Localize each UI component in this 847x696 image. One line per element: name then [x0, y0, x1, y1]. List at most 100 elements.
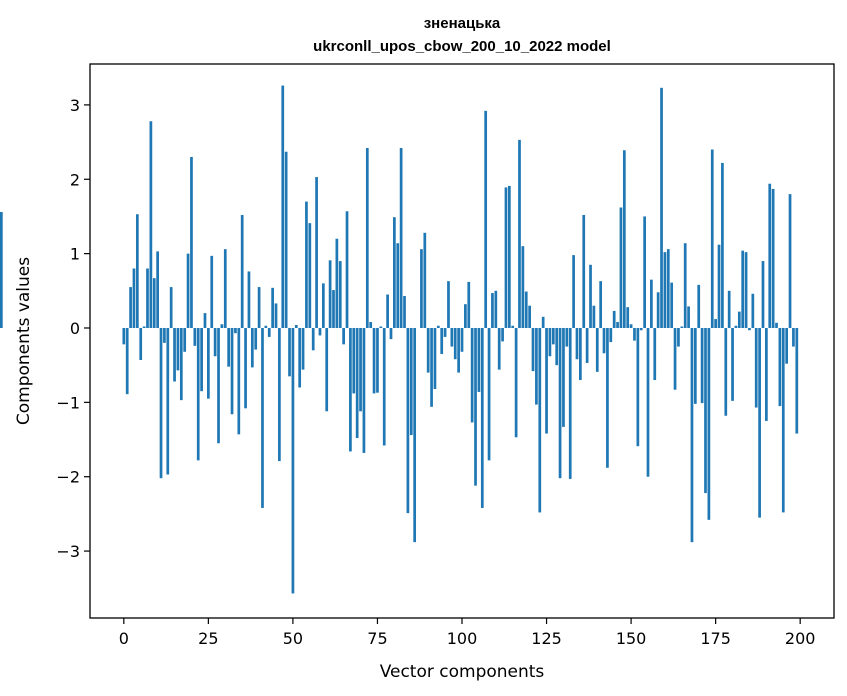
bars-group [0, 85, 799, 594]
bar [754, 327, 758, 408]
bar [609, 327, 613, 343]
bar [186, 253, 190, 328]
bar [589, 264, 592, 328]
bar [795, 327, 799, 434]
bar [585, 327, 589, 363]
bar [247, 271, 251, 328]
bar [389, 327, 393, 340]
bar [778, 327, 782, 407]
bar [697, 284, 701, 328]
bar [261, 327, 264, 508]
bar [714, 319, 717, 328]
bar [545, 327, 548, 434]
bar [683, 243, 687, 328]
bar [382, 327, 386, 446]
bar [423, 232, 427, 328]
bar [507, 185, 511, 328]
bar [464, 304, 467, 328]
bar [328, 260, 332, 328]
bar [748, 327, 751, 331]
bar [521, 246, 525, 328]
bar [447, 281, 450, 328]
bar [163, 327, 166, 343]
bar [775, 322, 778, 328]
bar [365, 148, 369, 328]
bar [687, 306, 690, 328]
bar [690, 327, 694, 543]
bar [193, 327, 197, 346]
bar [433, 327, 437, 389]
bar [579, 327, 582, 381]
bar [568, 327, 572, 479]
bar [386, 294, 389, 328]
bar [436, 325, 440, 328]
bar [467, 281, 471, 328]
bar [663, 252, 667, 328]
x-tick-label: 200 [785, 629, 816, 648]
bar [166, 327, 170, 475]
bar [677, 327, 680, 347]
bar [349, 327, 352, 452]
bar [453, 327, 457, 360]
bar [555, 327, 559, 366]
bar [558, 327, 562, 479]
bar [274, 303, 278, 328]
y-tick-label: −1 [56, 393, 80, 412]
bar [420, 249, 423, 328]
bar [781, 327, 785, 513]
bar [785, 327, 789, 364]
x-tick-label: 75 [367, 629, 387, 648]
bar [413, 327, 417, 543]
bar [240, 214, 244, 328]
bar [129, 287, 132, 328]
bar [619, 207, 623, 328]
y-axis-ticks: −3 −2 −1 0 1 2 3 [56, 96, 90, 561]
bar [426, 327, 430, 373]
x-tick-label: 50 [283, 629, 303, 648]
bar [379, 326, 383, 328]
bar [616, 322, 619, 328]
bar [768, 183, 772, 328]
bar [650, 279, 653, 328]
x-axis-ticks: 0 25 50 75 100 125 150 175 200 [119, 618, 816, 648]
bar [125, 327, 129, 395]
y-tick-label: 2 [70, 170, 80, 189]
bar [149, 121, 153, 328]
bar [721, 162, 724, 328]
bar [298, 327, 302, 388]
bar [0, 211, 3, 328]
bar [359, 327, 362, 412]
bar [369, 322, 373, 328]
bar [602, 327, 606, 354]
bar [169, 287, 173, 328]
bar [494, 290, 498, 328]
bar [693, 327, 697, 404]
bar [531, 327, 535, 372]
bar [639, 327, 643, 331]
bar [220, 324, 224, 328]
bar [308, 223, 312, 328]
x-tick-label: 175 [700, 629, 731, 648]
bar [393, 217, 396, 328]
bar [176, 327, 180, 371]
y-tick-label: −2 [56, 468, 80, 487]
bar [524, 291, 528, 328]
bar [352, 327, 356, 394]
bar [700, 327, 704, 404]
bar [264, 325, 268, 328]
bar [562, 327, 565, 427]
bar [139, 327, 143, 360]
bar [311, 327, 315, 351]
x-tick-label: 100 [447, 629, 478, 648]
bar [626, 307, 630, 328]
bar [592, 305, 596, 328]
bar [792, 327, 795, 347]
bar [511, 325, 515, 328]
bar [278, 327, 281, 462]
bar [744, 252, 748, 328]
bar [355, 327, 359, 439]
bar [132, 268, 136, 328]
bar [305, 201, 308, 328]
bar [680, 326, 684, 328]
